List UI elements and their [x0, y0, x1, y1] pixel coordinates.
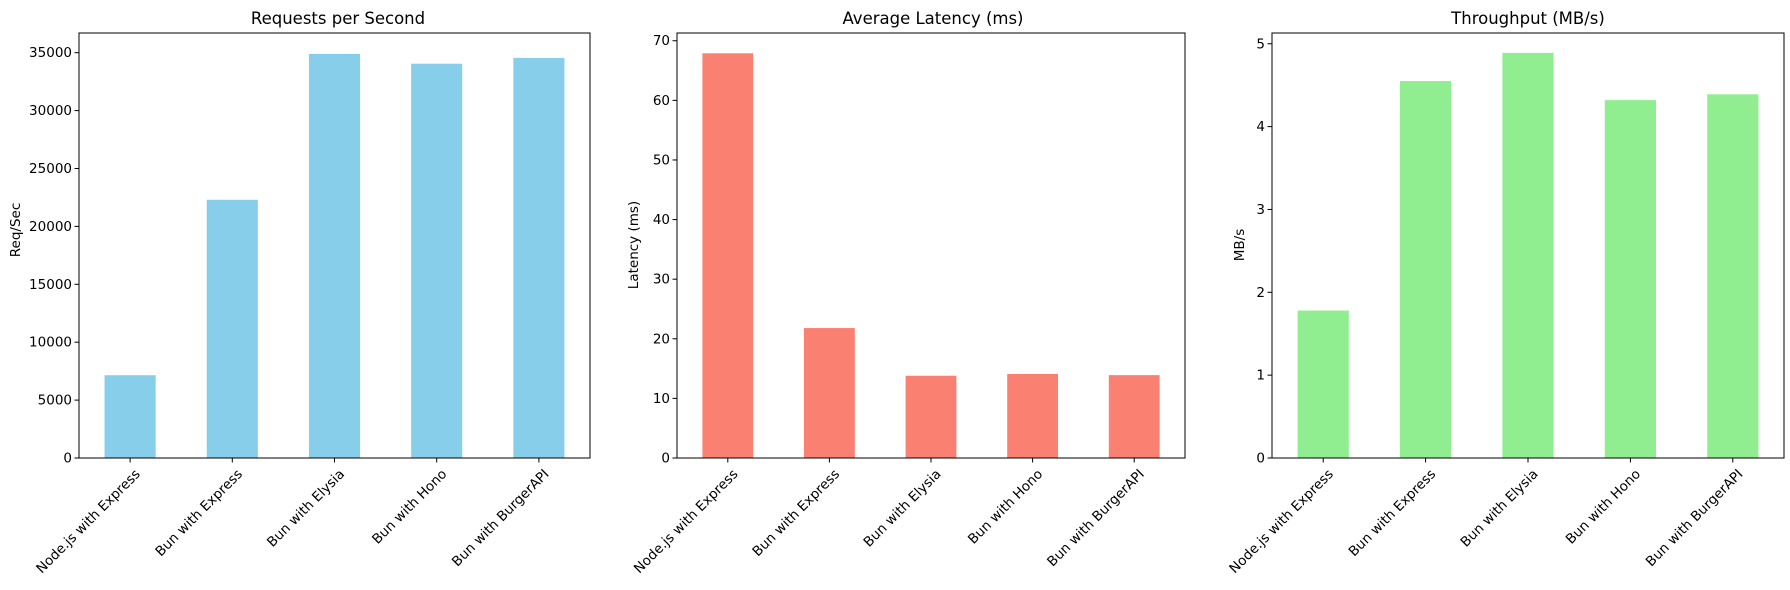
y-tick-label: 70 — [653, 33, 670, 49]
bar — [702, 53, 754, 458]
y-tick-label: 1 — [1256, 368, 1265, 384]
bar — [1297, 310, 1349, 458]
bars — [104, 53, 565, 458]
y-tick-label: 5000 — [38, 393, 72, 409]
chart-title: Throughput (MB/s) — [1450, 9, 1605, 28]
bar — [804, 328, 855, 458]
bar — [1604, 100, 1656, 459]
y-tick-label: 0 — [63, 451, 72, 467]
plot-frame — [78, 32, 591, 459]
y-tick-label: 0 — [661, 451, 670, 467]
y-tick-label: 10000 — [29, 335, 72, 351]
y-tick-label: 15000 — [29, 277, 72, 293]
y-tick-label: 20 — [653, 331, 670, 347]
bar — [1502, 52, 1554, 458]
bar — [1707, 94, 1759, 459]
y-axis-label: MB/s — [1232, 229, 1248, 262]
plot-frame — [676, 32, 1186, 459]
y-axis-ticks: 0 10 20 30 40 50 60 70 — [653, 33, 677, 467]
y-tick-label: 3 — [1256, 202, 1265, 218]
bar — [1108, 375, 1160, 458]
y-tick-label: 25000 — [29, 161, 72, 177]
y-tick-label: 20000 — [29, 219, 72, 235]
y-tick-label: 2 — [1256, 285, 1265, 301]
y-tick-label: 50 — [653, 152, 670, 168]
bar — [411, 63, 463, 458]
y-axis-label: Latency (ms) — [626, 201, 642, 289]
bar — [104, 375, 156, 458]
y-tick-label: 30 — [653, 272, 670, 288]
y-tick-label: 10 — [653, 391, 670, 407]
y-tick-label: 4 — [1256, 119, 1265, 135]
y-tick-label: 40 — [653, 212, 670, 228]
bars — [702, 53, 1160, 458]
y-tick-label: 30000 — [29, 103, 72, 119]
y-axis-ticks: 0 1 2 3 4 5 — [1256, 36, 1272, 467]
y-tick-label: 60 — [653, 93, 670, 109]
y-tick-label: 0 — [1256, 451, 1265, 467]
bar — [1007, 373, 1058, 458]
chart-title: Average Latency (ms) — [842, 9, 1023, 28]
bars — [1297, 52, 1759, 459]
bar — [905, 375, 957, 458]
plot-frame — [1271, 32, 1785, 459]
y-axis-label: Req/Sec — [8, 203, 24, 258]
bar — [513, 57, 565, 458]
y-axis-ticks: 0 5000 10000 15000 20000 25000 30000 35000 — [29, 45, 79, 467]
bar — [1400, 81, 1452, 458]
bar — [308, 53, 361, 458]
y-tick-label: 5 — [1256, 36, 1265, 52]
chart-title: Requests per Second — [251, 9, 425, 28]
y-tick-label: 35000 — [29, 45, 72, 61]
bar — [206, 199, 258, 458]
